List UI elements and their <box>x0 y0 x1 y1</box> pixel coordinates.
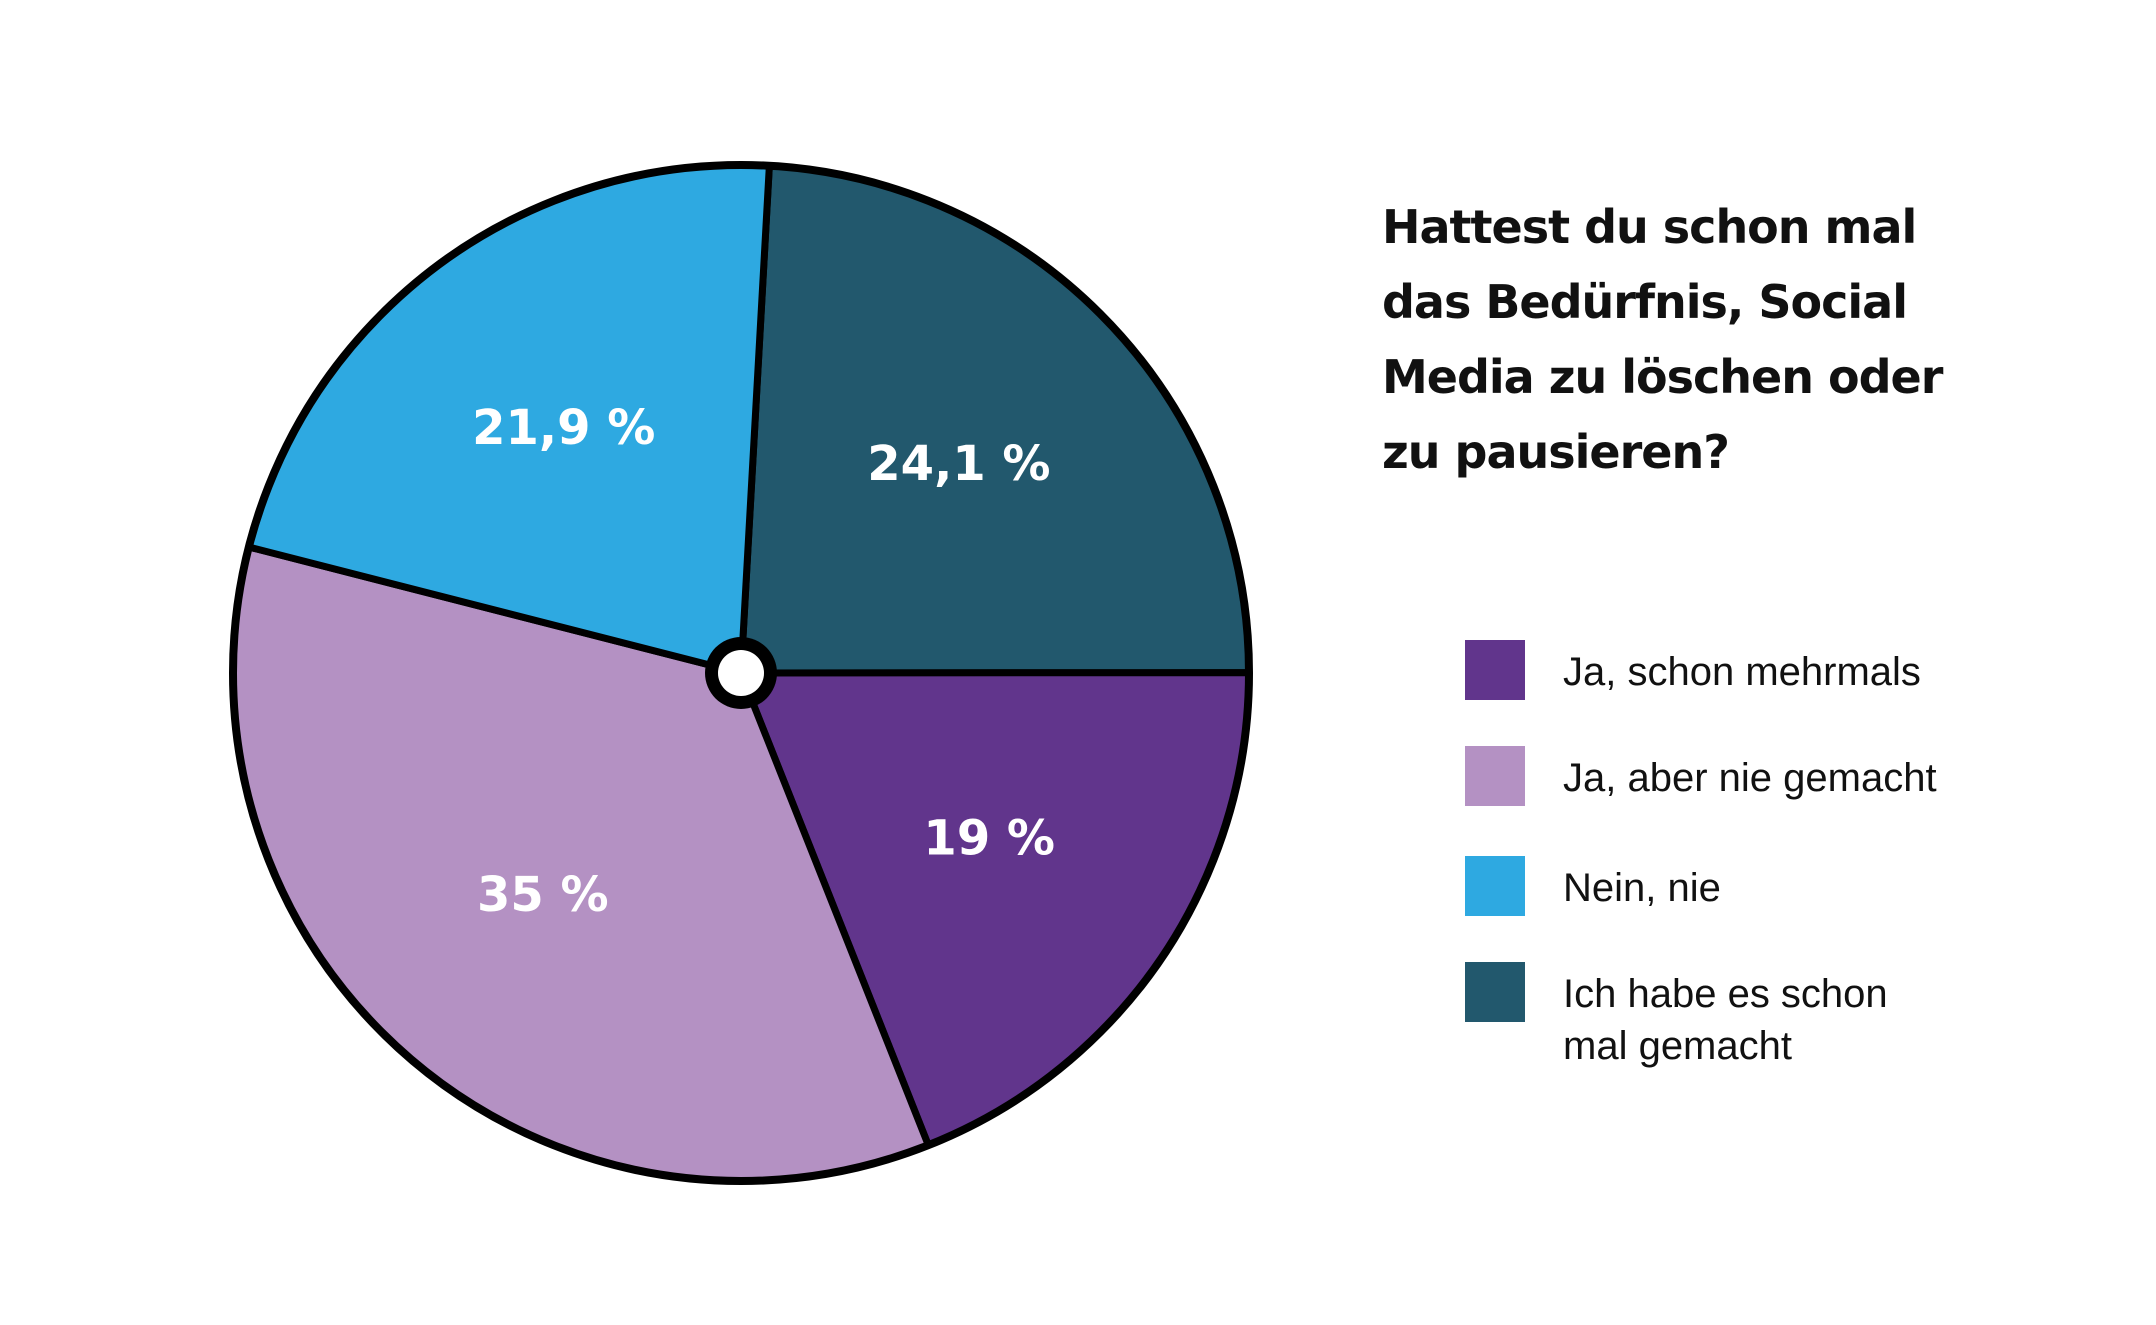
title-line: zu pausieren? <box>1382 425 1730 479</box>
slice-data-label: 21,9 % <box>472 400 655 456</box>
legend-swatch <box>1465 962 1525 1022</box>
center-hole <box>718 650 764 696</box>
legend-label: Nein, nie <box>1563 866 1721 910</box>
legend-swatch <box>1465 856 1525 916</box>
pie-labels: 24,1 % 19 % 35 % 21,9 % <box>472 400 1055 923</box>
pie-slice <box>737 162 1253 677</box>
pie-slices <box>229 161 1253 1185</box>
chart-title: Hattest du schon mal das Bedürfnis, Soci… <box>1382 190 2002 490</box>
title-line: Media zu löschen oder <box>1382 350 1943 404</box>
legend-swatch <box>1465 640 1525 700</box>
legend-label: Ja, schon mehrmals <box>1563 650 1921 694</box>
pie-outline <box>229 161 1253 1185</box>
title-line: das Bedürfnis, Social <box>1382 275 1908 329</box>
title-line: Hattest du schon mal <box>1382 200 1917 254</box>
slice-data-label: 19 % <box>923 810 1055 866</box>
legend-label: Ich habe es schon mal gemacht <box>1563 972 1888 1068</box>
legend-swatch <box>1465 746 1525 806</box>
slice-data-label: 35 % <box>477 867 609 923</box>
slice-data-label: 24,1 % <box>867 436 1050 492</box>
legend-label: Ja, aber nie gemacht <box>1563 756 1937 800</box>
